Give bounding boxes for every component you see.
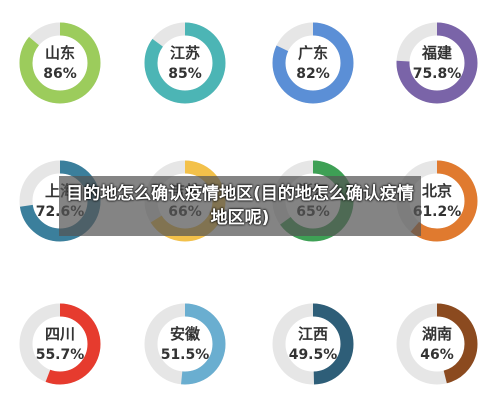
donut-region-label: 江西: [298, 325, 328, 343]
donut-region-label: 安徽: [170, 325, 201, 343]
donut-value-label: 82%: [296, 66, 330, 82]
donut-region-label: 四川: [45, 325, 75, 343]
donut-region-label: 北京: [422, 182, 452, 200]
caption-overlay-text: 目的地怎么确认疫情地区(目的地怎么确认疫情地区呢): [66, 184, 414, 228]
donut-9: 四川 55.7%: [19, 303, 101, 385]
donut-2: 江苏 85%: [144, 22, 226, 104]
donut-10: 安徽 51.5%: [144, 303, 226, 385]
donut-region-label: 湖南: [422, 325, 452, 343]
donut-value-arc: [396, 160, 478, 242]
donut-1: 山东 86%: [19, 22, 101, 104]
donut-region-label: 福建: [421, 44, 453, 62]
donut-value-arc: [144, 303, 226, 385]
donut-value-label: 46%: [420, 347, 454, 363]
donut-value-arc: [19, 22, 101, 104]
donut-value-arc: [396, 22, 478, 104]
donut-value-arc: [396, 303, 478, 385]
donut-value-label: 86%: [43, 66, 77, 82]
donut-region-label: 江苏: [170, 44, 200, 62]
donut-value-arc: [144, 22, 226, 104]
donut-12: 湖南 46%: [396, 303, 478, 385]
donut-value-label: 75.8%: [413, 66, 462, 82]
donut-value-label: 51.5%: [161, 347, 210, 363]
donut-3: 广东 82%: [272, 22, 354, 104]
donut-value-label: 49.5%: [289, 347, 338, 363]
donut-value-label: 85%: [168, 66, 202, 82]
donut-value-arc: [272, 22, 354, 104]
caption-overlay-band: [59, 176, 421, 236]
donut-value-label: 55.7%: [36, 347, 85, 363]
donut-11: 江西 49.5%: [272, 303, 354, 385]
donut-4: 福建 75.8%: [396, 22, 478, 104]
donut-region-label: 山东: [45, 44, 75, 62]
donut-value-label: 61.2%: [413, 204, 462, 220]
donut-value-arc: [272, 303, 354, 385]
donut-region-label: 广东: [298, 44, 328, 62]
donut-value-arc: [19, 303, 101, 385]
